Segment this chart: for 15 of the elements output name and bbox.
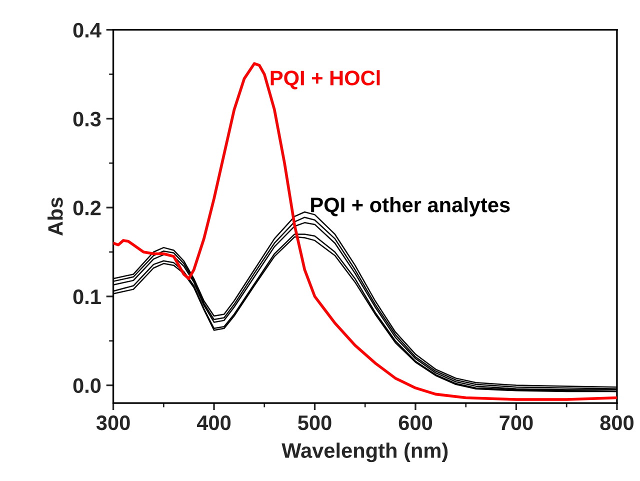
y-tick-label: 0.4 xyxy=(73,22,102,38)
x-tick-label: 800 xyxy=(600,415,634,430)
x-tick-label: 300 xyxy=(96,415,130,430)
y-tick-label: 0.1 xyxy=(73,289,101,304)
y-tick-label: 0.2 xyxy=(73,200,101,216)
y-axis-title: Abs xyxy=(48,198,63,236)
x-tick-label: 500 xyxy=(298,415,332,430)
x-tick-label: 600 xyxy=(398,415,432,430)
x-tick-label: 700 xyxy=(500,415,533,430)
series-label: PQI + HOCl xyxy=(270,70,380,90)
y-tick-label: 0.0 xyxy=(73,378,101,394)
y-tick-label: 0.3 xyxy=(73,112,101,126)
x-axis-title: Wavelength (nm) xyxy=(282,442,448,462)
series-label: PQI + other analytes xyxy=(311,197,510,216)
x-tick-label: 400 xyxy=(196,415,231,430)
